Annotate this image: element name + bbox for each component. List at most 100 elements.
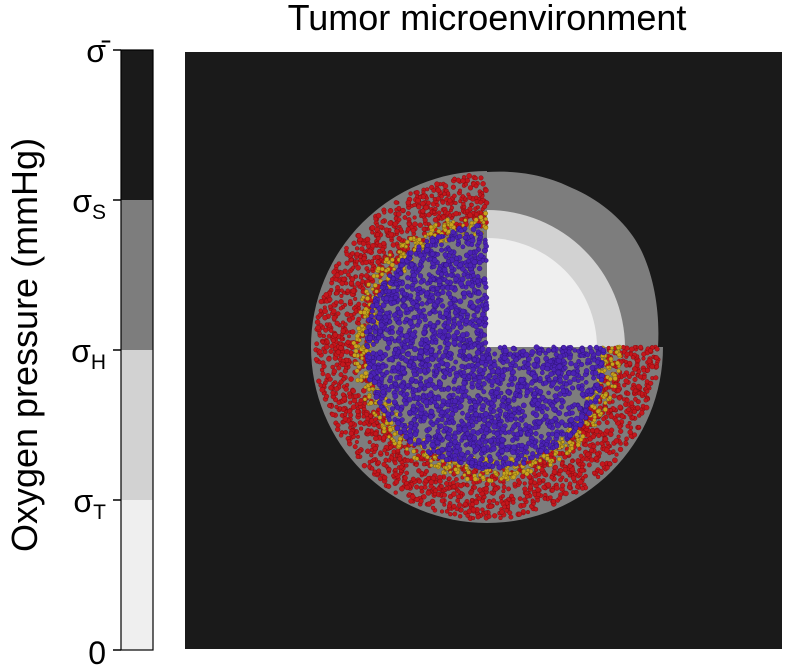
cell [457, 298, 464, 305]
cell [563, 381, 569, 387]
cell [403, 401, 409, 407]
cell [320, 371, 326, 377]
cell [453, 467, 459, 472]
cell [465, 483, 470, 488]
cell [533, 431, 539, 437]
cell [497, 455, 503, 461]
cell [583, 368, 590, 374]
cell [461, 201, 466, 207]
cell [546, 431, 551, 437]
cell [424, 239, 430, 244]
cell [472, 342, 478, 348]
cell [426, 501, 432, 507]
cell [638, 374, 643, 380]
cell [460, 410, 465, 416]
cell [374, 302, 380, 308]
cell [436, 266, 442, 272]
cell [624, 436, 629, 442]
cell [400, 243, 405, 248]
cell [560, 444, 565, 449]
cell [477, 259, 483, 266]
cell [479, 355, 486, 361]
cell [608, 431, 614, 438]
cell [407, 438, 414, 445]
cell [426, 475, 431, 481]
cell [426, 362, 432, 368]
cell [360, 323, 365, 329]
cell [394, 425, 401, 431]
cell [368, 373, 374, 379]
colorbar: σ̄ σS σH σT 0 Oxygen pressure (mmHg) [4, 33, 154, 669]
cell [411, 314, 417, 321]
cell [478, 252, 484, 259]
cell [379, 285, 385, 290]
cell [415, 197, 421, 204]
cell [523, 422, 529, 428]
cell [567, 463, 573, 469]
cell [392, 267, 396, 272]
cell [376, 468, 382, 474]
cell [356, 316, 362, 322]
cell [500, 426, 507, 433]
cell [578, 453, 584, 459]
cell [393, 479, 400, 485]
cell [473, 411, 479, 418]
cell [577, 430, 582, 435]
cell [317, 349, 323, 355]
cell [381, 461, 387, 467]
cell [337, 406, 343, 411]
cell [574, 484, 580, 490]
cell [475, 278, 481, 284]
cell [412, 202, 417, 208]
cell [531, 501, 536, 506]
cell [474, 349, 481, 356]
cell [481, 381, 487, 387]
cell [476, 464, 482, 470]
cell [350, 388, 356, 394]
cell [418, 340, 424, 346]
cell [392, 221, 398, 227]
cell [331, 315, 337, 321]
cell [370, 359, 376, 365]
cell [409, 355, 415, 361]
cell [588, 348, 595, 355]
cell [627, 420, 632, 426]
cell [529, 443, 535, 448]
cell [452, 511, 458, 517]
cell [619, 413, 625, 419]
cell [354, 259, 359, 264]
cell [537, 389, 544, 395]
cell [580, 486, 585, 491]
cell [351, 265, 356, 270]
cell [327, 297, 333, 303]
cell [405, 199, 412, 206]
cell [423, 234, 428, 239]
cell [451, 480, 456, 485]
cell [404, 470, 410, 476]
cell [553, 452, 558, 457]
cell [568, 360, 574, 367]
cell [396, 217, 402, 222]
cell [480, 403, 487, 409]
cell [324, 393, 330, 399]
cell [454, 256, 459, 261]
cell [363, 385, 368, 390]
cell [437, 380, 443, 387]
cell [401, 252, 406, 256]
cell [419, 301, 425, 307]
cell [438, 423, 444, 429]
cell [600, 347, 607, 354]
cell [616, 395, 623, 401]
cell [439, 498, 445, 504]
cell [412, 221, 418, 227]
cell [519, 442, 525, 449]
cell [380, 219, 385, 224]
cell [370, 287, 375, 291]
cell [391, 438, 396, 443]
cell [601, 416, 606, 422]
cell [460, 308, 466, 314]
cell [546, 423, 552, 429]
cell [328, 385, 334, 391]
cell [489, 368, 496, 375]
cell [455, 177, 461, 183]
